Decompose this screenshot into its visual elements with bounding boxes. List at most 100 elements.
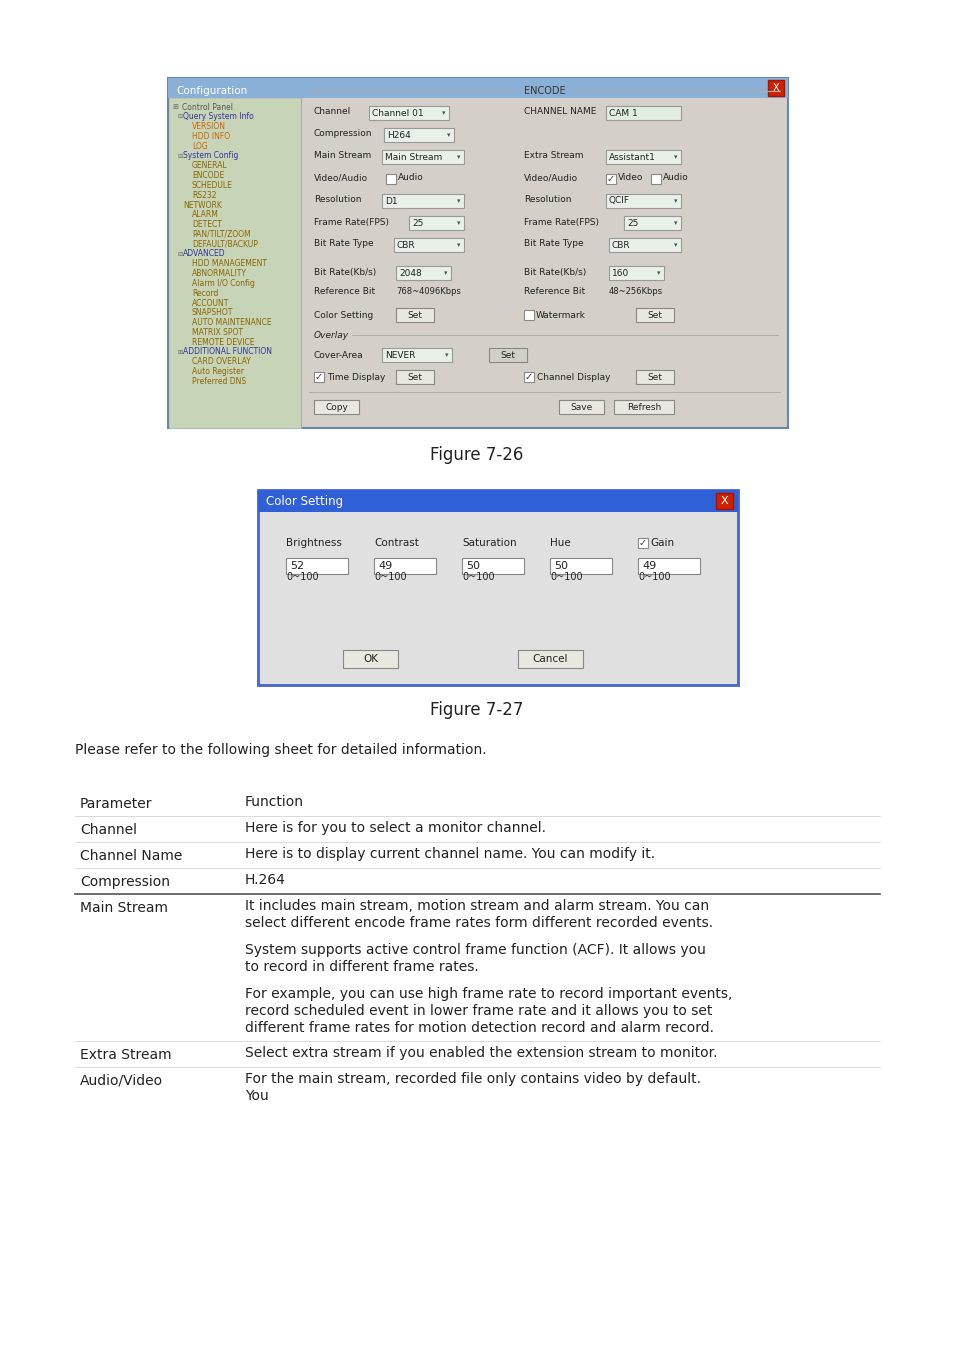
Text: ENCODE: ENCODE xyxy=(523,86,565,96)
Text: Here is to display current channel name. You can modify it.: Here is to display current channel name.… xyxy=(245,846,655,861)
Text: Select extra stream if you enabled the extension stream to monitor.: Select extra stream if you enabled the e… xyxy=(245,1046,717,1060)
Text: Set: Set xyxy=(647,310,661,320)
Text: ✓: ✓ xyxy=(314,373,323,382)
Text: Record: Record xyxy=(192,289,218,298)
Bar xyxy=(558,400,603,414)
Text: Bit Rate Type: Bit Rate Type xyxy=(523,239,583,248)
Bar xyxy=(461,558,523,574)
Text: ✓: ✓ xyxy=(639,539,646,548)
Text: 49: 49 xyxy=(641,562,656,571)
Text: Copy: Copy xyxy=(325,402,348,412)
Text: Audio: Audio xyxy=(397,174,423,182)
Text: record scheduled event in lower frame rate and it allows you to set: record scheduled event in lower frame ra… xyxy=(245,1004,712,1018)
Text: H.264: H.264 xyxy=(245,873,286,887)
Text: 160: 160 xyxy=(612,269,629,278)
Text: ALARM: ALARM xyxy=(192,211,218,219)
Text: Resolution: Resolution xyxy=(523,196,571,204)
Text: ADDITIONAL FUNCTION: ADDITIONAL FUNCTION xyxy=(183,347,272,356)
Text: DETECT: DETECT xyxy=(192,220,222,230)
Bar xyxy=(550,558,612,574)
Text: Channel: Channel xyxy=(80,824,137,837)
Text: ▾: ▾ xyxy=(441,109,445,116)
Text: PAN/TILT/ZOOM: PAN/TILT/ZOOM xyxy=(192,230,251,239)
Bar xyxy=(395,308,434,323)
Text: CBR: CBR xyxy=(396,240,416,250)
Text: Auto Register: Auto Register xyxy=(192,367,244,377)
Text: Saturation: Saturation xyxy=(461,539,517,548)
Text: Configuration: Configuration xyxy=(175,86,247,96)
Text: ADVANCED: ADVANCED xyxy=(183,250,226,258)
Text: CBR: CBR xyxy=(612,240,630,250)
Text: Set: Set xyxy=(647,373,661,382)
Text: ⊟: ⊟ xyxy=(177,154,182,158)
Text: 50: 50 xyxy=(465,562,479,571)
Text: For example, you can use high frame rate to record important events,: For example, you can use high frame rate… xyxy=(245,987,732,1000)
Bar xyxy=(343,649,397,668)
Bar xyxy=(257,490,738,684)
Text: Preferred DNS: Preferred DNS xyxy=(192,377,246,386)
Text: Here is for you to select a monitor channel.: Here is for you to select a monitor chan… xyxy=(245,821,545,836)
Bar xyxy=(636,308,673,323)
Text: System supports active control frame function (ACF). It allows you: System supports active control frame fun… xyxy=(245,944,705,957)
Bar xyxy=(608,266,663,279)
Text: 0~100: 0~100 xyxy=(286,572,318,582)
Text: Set: Set xyxy=(500,351,515,359)
Text: Please refer to the following sheet for detailed information.: Please refer to the following sheet for … xyxy=(75,743,486,757)
Bar xyxy=(638,539,647,548)
Text: 48~256Kbps: 48~256Kbps xyxy=(608,286,662,296)
Text: REMOTE DEVICE: REMOTE DEVICE xyxy=(192,338,254,347)
Text: CHANNEL NAME: CHANNEL NAME xyxy=(523,108,596,116)
Bar xyxy=(286,558,348,574)
Bar xyxy=(314,373,324,382)
Bar xyxy=(523,310,534,320)
Bar xyxy=(767,80,783,96)
Text: ▾: ▾ xyxy=(657,270,659,275)
Text: You: You xyxy=(245,1089,269,1103)
Text: 49: 49 xyxy=(377,562,392,571)
Text: ▾: ▾ xyxy=(456,198,460,204)
Text: Color Setting: Color Setting xyxy=(266,495,343,509)
Bar xyxy=(168,78,787,428)
Bar xyxy=(523,373,534,382)
Bar xyxy=(395,370,434,383)
Bar xyxy=(381,150,463,163)
Text: Cover-Area: Cover-Area xyxy=(314,351,363,359)
Text: Main Stream: Main Stream xyxy=(314,151,371,161)
Text: 768~4096Kbps: 768~4096Kbps xyxy=(395,286,460,296)
Text: X: X xyxy=(720,495,727,506)
Text: Bit Rate(Kb/s): Bit Rate(Kb/s) xyxy=(523,267,586,277)
Text: AUTO MAINTENANCE: AUTO MAINTENANCE xyxy=(192,319,272,327)
Text: Set: Set xyxy=(407,373,422,382)
Text: ▾: ▾ xyxy=(456,220,460,225)
Text: GENERAL: GENERAL xyxy=(192,161,228,170)
Text: CAM 1: CAM 1 xyxy=(608,108,638,117)
Bar xyxy=(605,174,616,184)
Text: HDD INFO: HDD INFO xyxy=(192,132,230,140)
Text: ▾: ▾ xyxy=(443,270,447,275)
Bar xyxy=(381,348,452,362)
Text: It includes main stream, motion stream and alarm stream. You can: It includes main stream, motion stream a… xyxy=(245,899,708,913)
Text: Figure 7-27: Figure 7-27 xyxy=(430,701,523,720)
Text: Reference Bit: Reference Bit xyxy=(523,286,584,296)
Text: 25: 25 xyxy=(412,219,423,228)
Text: Assistant1: Assistant1 xyxy=(608,153,655,162)
Bar xyxy=(369,107,449,120)
Text: Set: Set xyxy=(407,310,422,320)
Text: 0~100: 0~100 xyxy=(638,572,670,582)
Text: Audio/Video: Audio/Video xyxy=(80,1075,163,1088)
Text: Figure 7-26: Figure 7-26 xyxy=(430,446,523,464)
Text: Video/Audio: Video/Audio xyxy=(523,174,578,182)
Text: Hue: Hue xyxy=(550,539,570,548)
Bar xyxy=(168,78,787,99)
Bar xyxy=(650,174,660,184)
Bar xyxy=(409,216,463,230)
Text: select different encode frame rates form different recorded events.: select different encode frame rates form… xyxy=(245,917,713,930)
Text: Audio: Audio xyxy=(662,174,688,182)
Text: Contrast: Contrast xyxy=(374,539,418,548)
Text: Main Stream: Main Stream xyxy=(385,153,442,162)
Text: ⊞: ⊞ xyxy=(177,350,182,355)
Text: Cancel: Cancel xyxy=(532,653,568,664)
Text: SCHEDULE: SCHEDULE xyxy=(192,181,233,190)
Text: QCIF: QCIF xyxy=(608,197,629,205)
Text: Channel Display: Channel Display xyxy=(537,373,610,382)
